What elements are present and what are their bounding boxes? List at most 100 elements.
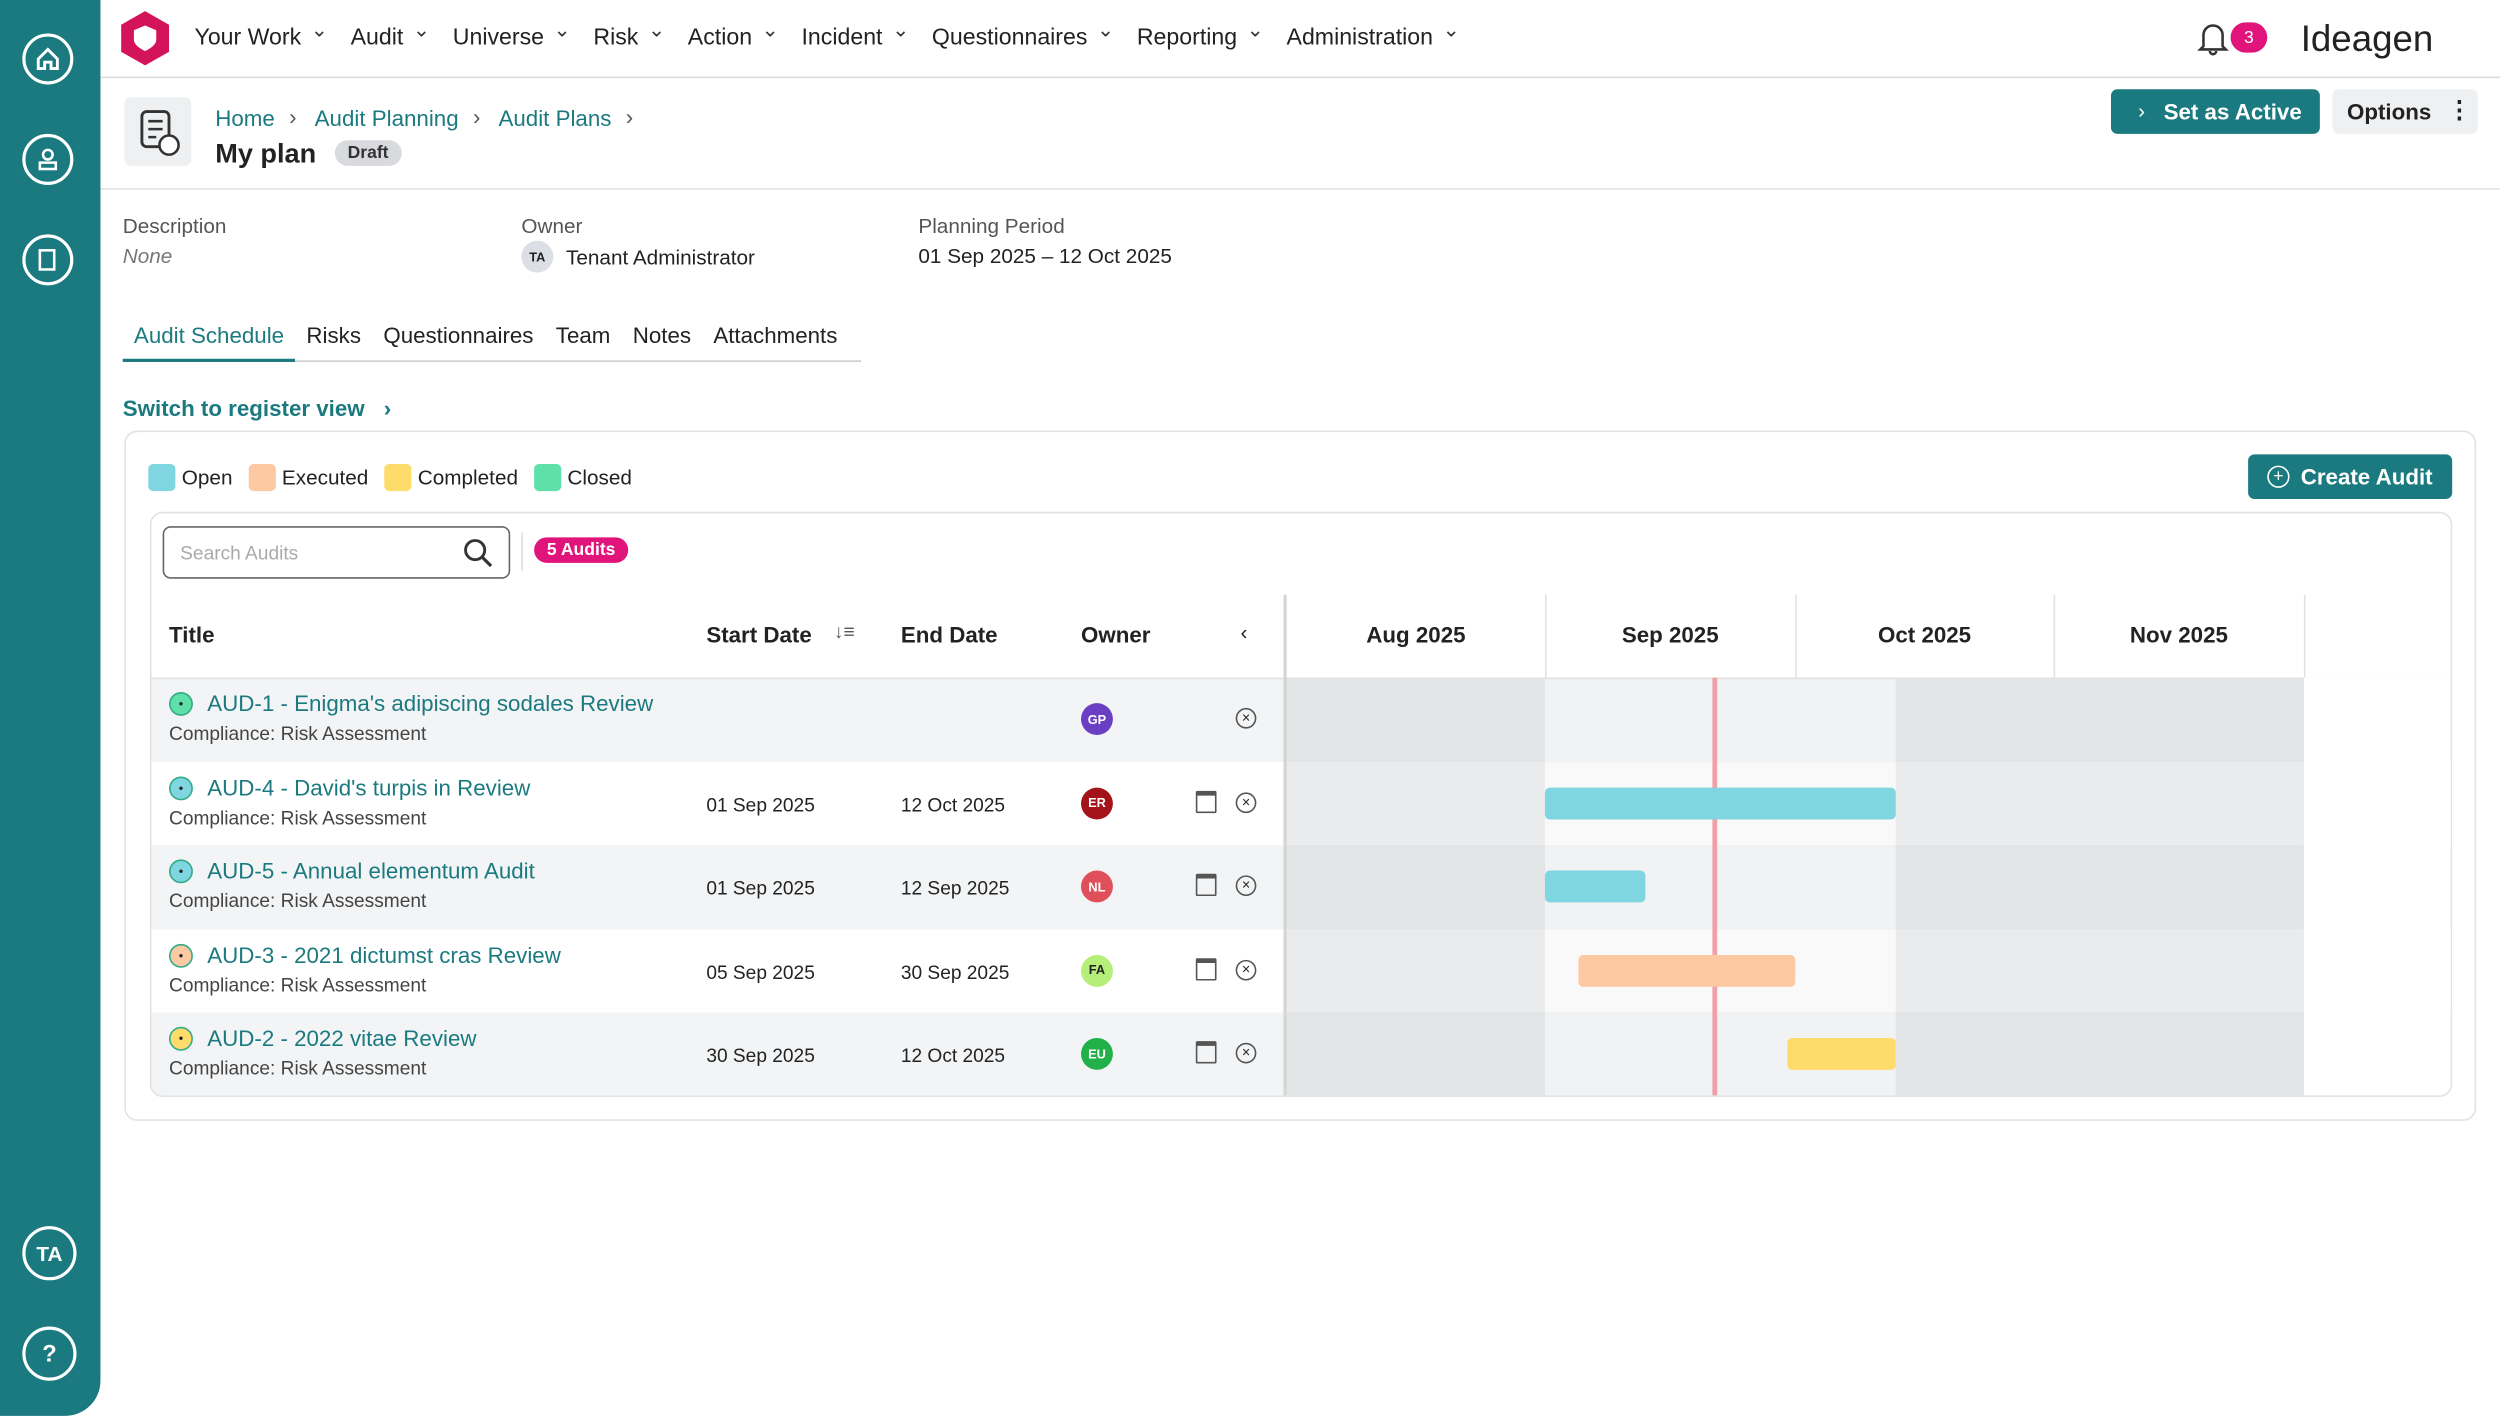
button-label: Create Audit [2300,463,2433,490]
button-label: Options [2346,98,2432,125]
nav-item[interactable]: Audit [350,25,404,52]
calendar-icon[interactable] [1195,790,1217,813]
gantt-bar[interactable] [1545,787,1896,820]
remove-icon[interactable]: × [1235,708,1257,730]
tab[interactable]: Team [555,322,611,348]
doc-icon[interactable] [22,234,74,286]
table-box: Title Start Date ↓≡ End Date Owner ‹ Aug 2025 S… [149,511,2453,1097]
set-active-button[interactable]: › Set as Active [2110,89,2320,134]
month-header: Nov 2025 [2129,621,2228,648]
month-divider [2053,594,2056,678]
audit-title[interactable]: AUD-1 - Enigma's adipiscing sodales Revi… [207,690,654,717]
nav-item[interactable]: Your Work [194,25,302,52]
calendar-icon[interactable] [1195,1041,1217,1064]
end-date: 12 Sep 2025 [900,877,1010,900]
collapse-icon[interactable]: ‹ [1240,620,1248,645]
nav-item[interactable]: Reporting [1136,25,1238,52]
calendar-icon[interactable] [1195,957,1217,981]
page-title: My plan [215,138,317,170]
caret: ⌄ [1442,17,1460,42]
owner-avatar: TA [521,240,554,273]
month-divider [1545,594,1547,678]
remove-icon[interactable]: × [1235,792,1257,813]
nav-item[interactable]: Questionnaires [931,25,1088,52]
month-divider [2303,594,2306,678]
caret: ⌄ [310,17,329,42]
remove-icon[interactable]: × [1235,959,1257,981]
options-button[interactable]: Options ⋮ [2332,89,2478,134]
topbar-border [100,76,2500,79]
gantt-bar[interactable] [1545,870,1646,903]
caret: ⌄ [647,17,666,42]
audit-title[interactable]: AUD-4 - David's turpis in Review [207,774,531,800]
audit-subtitle: Compliance: Risk Assessment [169,806,427,829]
today-line [1712,677,1718,1096]
header-divider [151,677,2451,680]
nav-item[interactable]: Action [687,25,753,52]
sort-icon: ↓≡ [833,620,855,643]
caret: ⌄ [553,17,571,42]
legend-swatch [533,463,562,492]
user-avatar[interactable]: TA [22,1226,77,1281]
separator: › [289,103,297,130]
org-icon[interactable] [22,133,74,185]
bell-icon[interactable] [2197,21,2229,56]
status-pill: Draft [334,140,402,166]
audit-title[interactable]: AUD-5 - Annual elementum Audit [207,858,535,884]
help-button[interactable]: ? [22,1326,77,1381]
breadcrumb[interactable]: Home [215,105,275,131]
remove-icon[interactable]: × [1235,1043,1257,1064]
legend-label: Completed [417,465,519,490]
owner-avatar: NL [1081,870,1113,903]
nav-item[interactable]: Incident [801,25,883,52]
owner-avatar: FA [1081,954,1113,987]
nav-item[interactable]: Risk [593,25,639,52]
caret: ⌄ [761,17,780,42]
col-header: Owner [1081,621,1151,648]
audit-title[interactable]: AUD-2 - 2022 vitae Review [207,1025,477,1052]
brand: Ideagen [2300,17,2434,59]
status-icon: • [169,1027,193,1052]
legend-label: Executed [281,465,369,490]
header-row [151,513,2451,678]
caret: ⌄ [412,17,431,42]
nav-item[interactable]: Administration [1286,25,1434,52]
tab[interactable]: Audit Schedule [133,322,285,348]
gantt-bar[interactable] [1578,954,1796,987]
separator: › [625,103,634,130]
notification-badge: 3 [2230,22,2268,53]
legend-swatch [148,463,176,492]
tab[interactable]: Attachments [713,322,838,348]
legend-swatch [248,463,276,492]
value: None [122,243,173,268]
label: Description [122,213,227,238]
create-audit-button[interactable]: + Create Audit [2248,454,2453,500]
calendar-icon[interactable] [1195,874,1217,897]
col-header[interactable]: Start Date [706,621,812,648]
status-icon: • [169,692,193,717]
remove-icon[interactable]: × [1235,875,1257,897]
audit-subtitle: Compliance: Risk Assessment [169,722,427,745]
status-icon: • [169,776,193,800]
caret: ⌄ [1246,17,1265,42]
switch-view-link[interactable]: Switch to register view › [122,395,392,421]
breadcrumb[interactable]: Audit Plans [498,105,612,131]
value: 01 Sep 2025 – 12 Oct 2025 [918,243,1172,268]
value: Tenant Administrator [566,245,755,270]
tab[interactable]: Risks [306,322,362,348]
col-header: Title [169,621,215,648]
plan-icon [124,97,192,166]
audit-title[interactable]: AUD-3 - 2021 dictumst cras Review [207,941,561,968]
tab[interactable]: Notes [632,322,692,348]
gantt-period [1545,677,1896,762]
schedule-card [124,430,2477,1121]
search-input[interactable]: Search Audits [162,526,511,579]
nav-item[interactable]: Universe [452,25,544,52]
header-border [100,188,2500,190]
gantt-bar[interactable] [1786,1038,1896,1071]
breadcrumb[interactable]: Audit Planning [314,105,459,131]
home-icon[interactable] [22,33,74,85]
tab[interactable]: Questionnaires [383,322,534,348]
month-header: Oct 2025 [1878,621,1972,648]
